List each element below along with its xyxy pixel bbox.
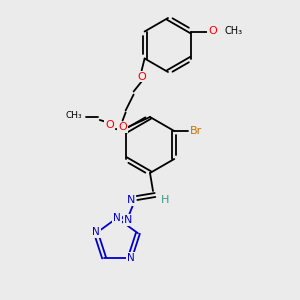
- Text: N: N: [127, 195, 135, 205]
- Text: Br: Br: [190, 126, 202, 136]
- Text: N: N: [92, 227, 100, 237]
- Text: CH₃: CH₃: [65, 112, 82, 121]
- Text: O: O: [105, 120, 114, 130]
- Text: H: H: [161, 195, 169, 205]
- Text: CH₃: CH₃: [224, 26, 242, 37]
- Text: O: O: [118, 122, 127, 133]
- Text: O: O: [137, 71, 146, 82]
- Text: N: N: [127, 253, 135, 263]
- Text: N: N: [124, 215, 132, 225]
- Text: O: O: [208, 26, 217, 37]
- Text: N: N: [113, 213, 121, 223]
